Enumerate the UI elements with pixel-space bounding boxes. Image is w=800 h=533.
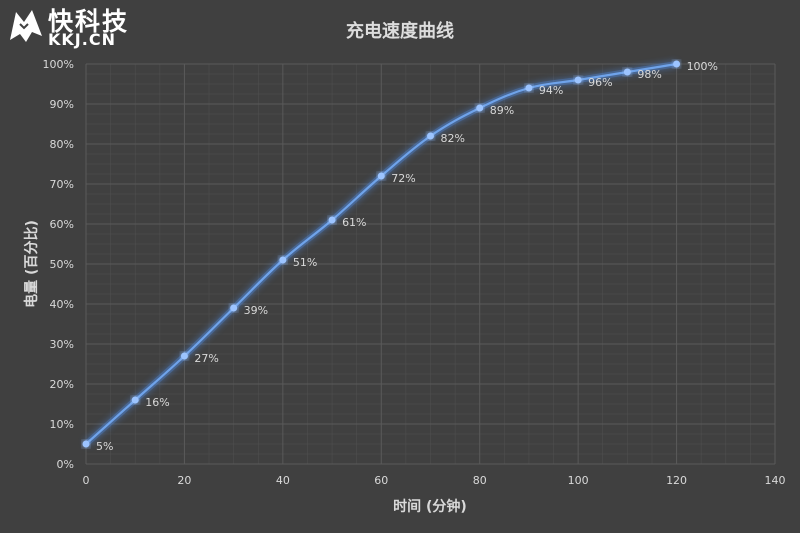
y-tick-label: 60% <box>50 218 74 231</box>
y-tick-label: 30% <box>50 338 74 351</box>
data-point <box>525 84 533 92</box>
y-tick-label: 0% <box>57 458 74 471</box>
data-label: 61% <box>342 216 366 229</box>
data-label: 98% <box>637 68 661 81</box>
grid-lines <box>85 63 776 465</box>
x-axis-ticks: 0 20 40 60 80 100 120 140 <box>83 474 786 487</box>
y-tick-label: 40% <box>50 298 74 311</box>
data-point <box>427 132 434 140</box>
data-point <box>131 396 139 404</box>
x-tick-label: 60 <box>374 474 388 487</box>
data-point <box>279 256 287 264</box>
data-label: 27% <box>194 352 218 365</box>
data-label: 89% <box>490 104 514 117</box>
data-point <box>574 76 582 84</box>
watermark-brand-en: KKJ.CN <box>48 30 116 49</box>
data-label: 82% <box>441 132 465 145</box>
data-point <box>180 352 188 360</box>
y-tick-label: 50% <box>50 258 74 271</box>
data-label: 51% <box>293 256 317 269</box>
data-label: 100% <box>687 60 718 73</box>
y-tick-label: 70% <box>50 178 74 191</box>
y-tick-label: 100% <box>43 58 74 71</box>
data-label: 39% <box>244 304 268 317</box>
x-tick-label: 80 <box>473 474 487 487</box>
x-tick-label: 120 <box>666 474 687 487</box>
data-label: 72% <box>391 172 415 185</box>
data-point <box>328 216 336 224</box>
watermark-logo: 快科技 KKJ.CN <box>6 2 146 50</box>
chart-title: 充电速度曲线 <box>346 20 454 42</box>
x-tick-label: 0 <box>83 474 90 487</box>
data-point <box>623 68 631 76</box>
x-tick-label: 140 <box>765 474 786 487</box>
y-tick-label: 80% <box>50 138 74 151</box>
wolf-head-icon <box>10 10 42 42</box>
data-labels: 5% 16% 27% 39% 51% 61% 72% 82% 89% 94% 96% 98% 100% <box>96 60 718 453</box>
data-point <box>476 104 484 112</box>
data-point <box>230 304 238 312</box>
data-point <box>82 440 90 448</box>
data-point <box>377 172 385 180</box>
x-tick-label: 40 <box>276 474 290 487</box>
y-axis-title: 电量 (百分比) <box>23 220 40 308</box>
data-label: 94% <box>539 84 563 97</box>
y-tick-label: 20% <box>50 378 74 391</box>
data-label: 16% <box>145 396 169 409</box>
data-point <box>673 60 681 68</box>
x-axis-title: 时间 (分钟) <box>393 498 467 515</box>
x-tick-label: 100 <box>568 474 589 487</box>
data-label: 5% <box>96 440 113 453</box>
watermark-brand-cn: 快科技 <box>48 7 130 36</box>
y-tick-label: 90% <box>50 98 74 111</box>
x-tick-label: 20 <box>177 474 191 487</box>
data-label: 96% <box>588 76 612 89</box>
y-axis-ticks: 0% 10% 20% 30% 40% 50% 60% 70% 80% 90% 100% <box>43 58 74 471</box>
y-tick-label: 10% <box>50 418 74 431</box>
data-points <box>82 60 681 448</box>
